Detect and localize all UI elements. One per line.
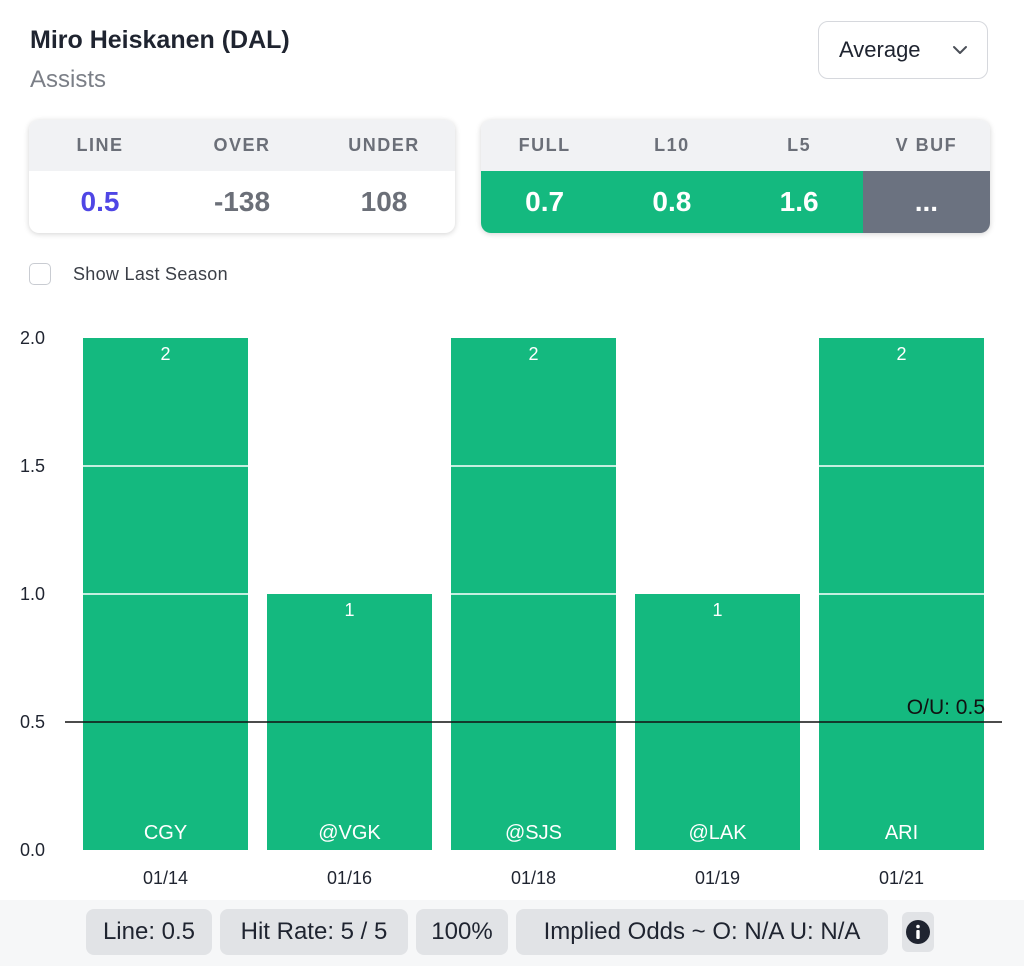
bar-opponent-label: ARI bbox=[885, 822, 918, 844]
info-button[interactable] bbox=[902, 912, 934, 952]
y-tick-label: 0.5 bbox=[20, 712, 45, 732]
avg-header-vs-opponent: V BUF bbox=[895, 135, 958, 155]
footer-hit-rate-pill: Hit Rate: 5 / 5 bbox=[220, 909, 408, 955]
y-tick-label: 1.5 bbox=[20, 456, 45, 476]
footer-percent-pill: 100% bbox=[416, 909, 508, 955]
x-tick-label: 01/19 bbox=[695, 868, 740, 888]
x-tick-label: 01/21 bbox=[879, 868, 924, 888]
player-name: Miro Heiskanen (DAL) bbox=[30, 26, 290, 54]
footer-line-pill: Line: 0.5 bbox=[86, 909, 212, 955]
info-icon bbox=[906, 920, 930, 944]
bar-value-label: 2 bbox=[896, 344, 906, 364]
dropdown-selected-value: Average bbox=[839, 37, 921, 62]
bar-value-label: 1 bbox=[712, 600, 722, 620]
odds-header-under: UNDER bbox=[348, 135, 420, 155]
checkbox-icon[interactable] bbox=[29, 263, 51, 285]
x-tick-label: 01/14 bbox=[143, 868, 188, 888]
bar-opponent-label: @LAK bbox=[688, 822, 747, 844]
x-tick-label: 01/18 bbox=[511, 868, 556, 888]
odds-header-line: LINE bbox=[76, 135, 124, 155]
bar-value-label: 1 bbox=[344, 600, 354, 620]
show-last-season-toggle[interactable]: Show Last Season bbox=[29, 263, 228, 285]
y-tick-label: 2.0 bbox=[20, 328, 45, 348]
show-last-season-label: Show Last Season bbox=[73, 263, 228, 284]
assists-bar-chart: 0.0 0.5 1.0 1.5 2.0 2 CGY 01/14 1 @VGK 01/16 2 @SJS 0… bbox=[20, 328, 1002, 888]
bar-opponent-label: @VGK bbox=[318, 822, 381, 844]
odds-card: LINE OVER UNDER 0.5 -138 108 bbox=[29, 120, 455, 233]
x-tick-label: 01/16 bbox=[327, 868, 372, 888]
averages-card: FULL L10 L5 V BUF 0.7 0.8 1.6 ... bbox=[481, 120, 990, 233]
footer-implied-odds-pill: Implied Odds ~ O: N/A U: N/A bbox=[516, 909, 888, 955]
y-tick-label: 0.0 bbox=[20, 840, 45, 860]
avg-value-l10: 0.8 bbox=[608, 171, 736, 233]
y-tick-label: 1.0 bbox=[20, 584, 45, 604]
odds-value-line: 0.5 bbox=[80, 186, 120, 217]
odds-value-under: 108 bbox=[360, 186, 408, 217]
bar-opponent-label: @SJS bbox=[505, 822, 562, 844]
average-dropdown[interactable]: Average bbox=[818, 21, 988, 79]
chevron-down-icon bbox=[951, 41, 969, 64]
avg-value-vs-opponent: ... bbox=[862, 171, 990, 233]
avg-header-l5: L5 bbox=[787, 135, 812, 155]
avg-header-l10: L10 bbox=[654, 135, 690, 155]
avg-value-full: 0.7 bbox=[481, 171, 609, 233]
stat-type: Assists bbox=[30, 66, 107, 93]
ou-line-label: O/U: 0.5 bbox=[907, 696, 985, 719]
bar-opponent-label: CGY bbox=[144, 822, 187, 844]
bar-value-label: 2 bbox=[160, 344, 170, 364]
bar-value-label: 2 bbox=[528, 344, 538, 364]
avg-header-full: FULL bbox=[518, 135, 571, 155]
avg-value-l5: 1.6 bbox=[735, 171, 863, 233]
odds-header-over: OVER bbox=[213, 135, 271, 155]
odds-value-over: -138 bbox=[213, 186, 271, 217]
